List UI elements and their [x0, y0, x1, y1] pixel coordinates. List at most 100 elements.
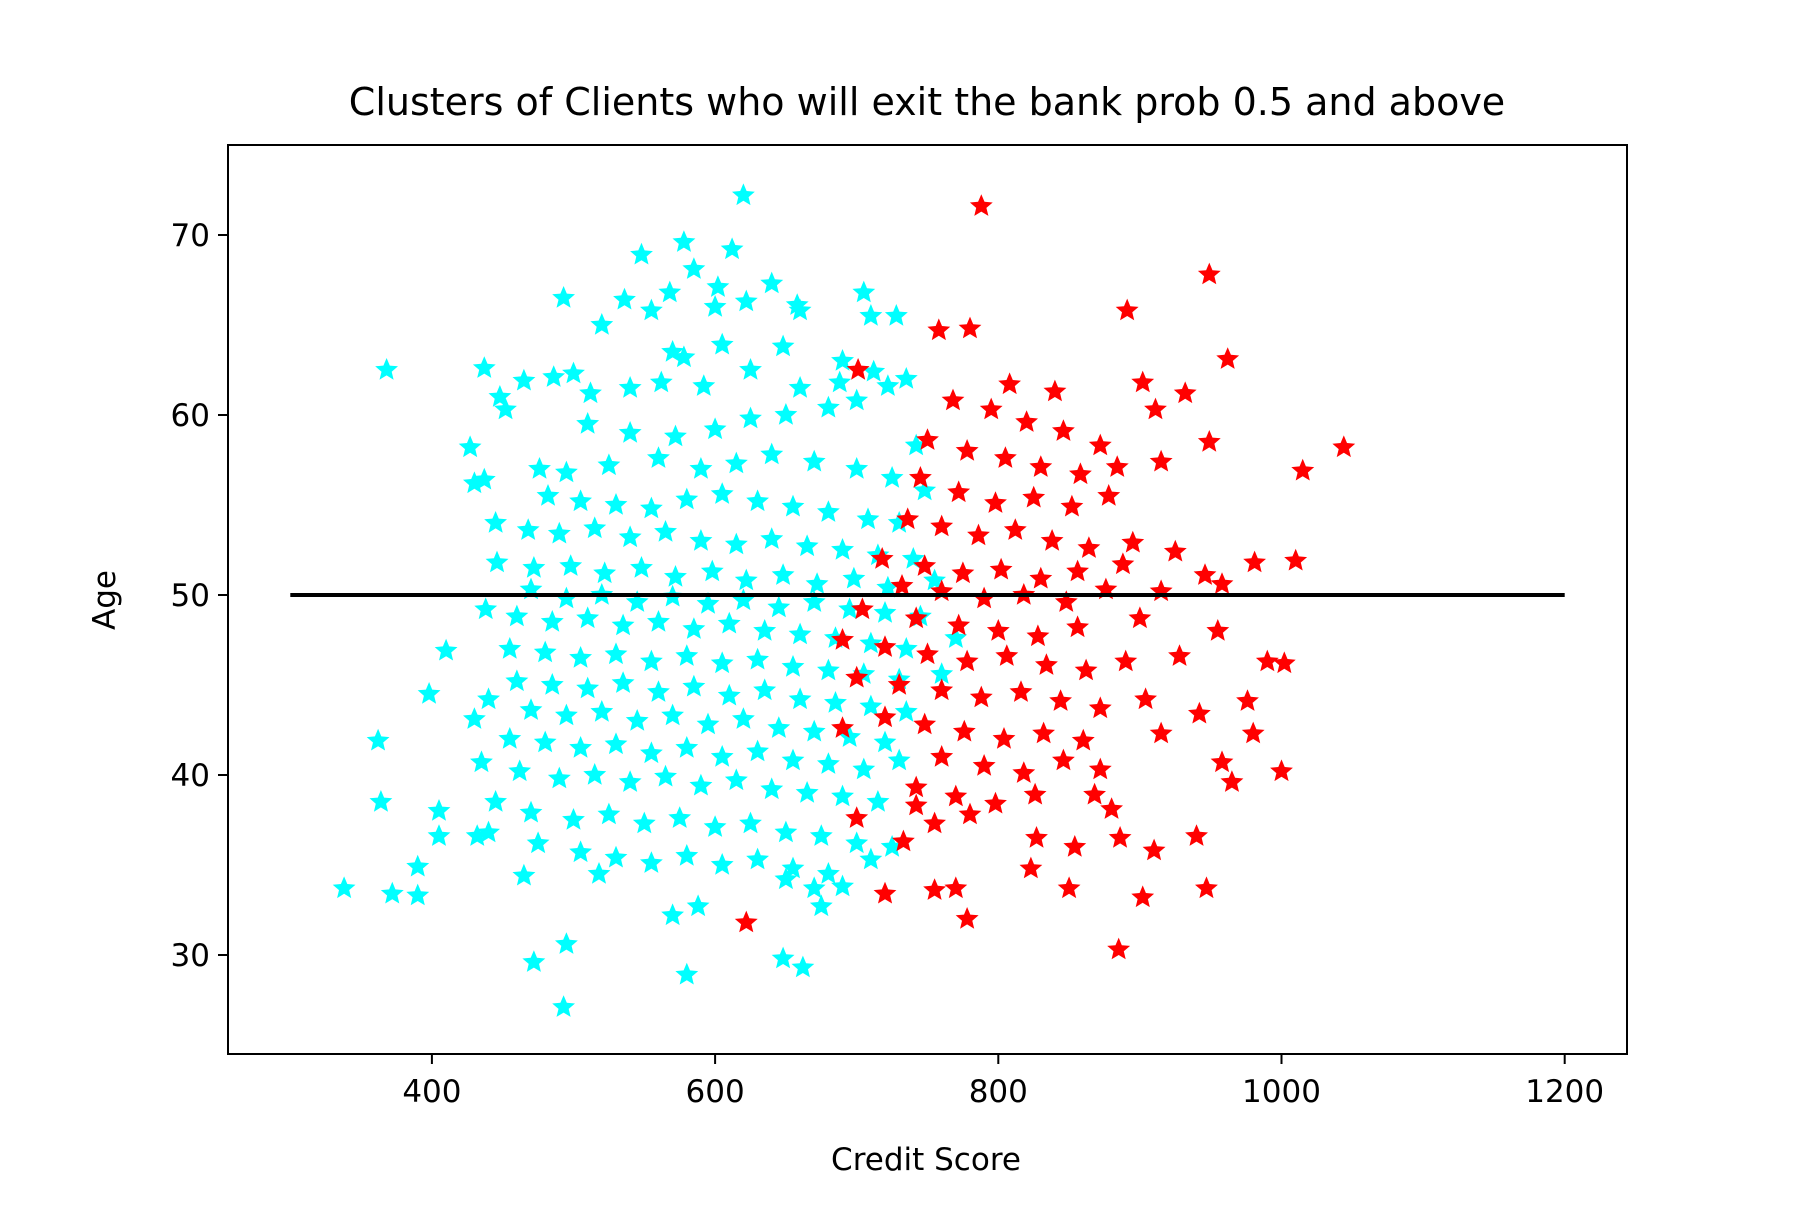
data-point-series-1: [852, 757, 876, 780]
data-point-series-1: [569, 489, 592, 512]
data-point-series-1: [604, 642, 628, 665]
data-point-series-1: [887, 511, 911, 533]
data-point-series-1: [540, 610, 564, 632]
data-point-series-2: [969, 685, 993, 708]
x-tick-label: 1000: [1242, 1074, 1321, 1110]
data-point-series-2: [992, 727, 1016, 749]
data-point-series-1: [771, 946, 795, 969]
data-point-series-1: [689, 529, 713, 551]
data-point-series-1: [618, 525, 642, 548]
data-point-series-2: [1066, 615, 1089, 638]
data-point-series-1: [739, 358, 762, 380]
data-point-series-1: [746, 847, 769, 870]
data-point-series-1: [859, 631, 883, 654]
data-point-series-1: [533, 730, 557, 753]
data-point-series-1: [675, 962, 699, 985]
data-point-series-1: [625, 590, 649, 612]
data-point-series-2: [930, 514, 954, 537]
data-point-series-2: [873, 635, 897, 657]
data-point-series-1: [802, 590, 826, 612]
data-point-series-1: [781, 655, 805, 677]
data-point-series-1: [552, 995, 575, 1017]
data-point-series-1: [630, 242, 653, 265]
data-point-series-1: [717, 611, 741, 634]
data-point-series-2: [1114, 649, 1138, 672]
data-point-series-1: [604, 732, 628, 755]
data-point-series-1: [876, 374, 900, 396]
data-point-series-1: [498, 637, 522, 659]
data-point-series-1: [590, 700, 614, 722]
data-point-series-2: [1105, 455, 1129, 477]
data-point-series-1: [802, 449, 826, 472]
data-point-series-1: [774, 820, 798, 843]
data-point-series-1: [526, 831, 550, 854]
data-point-series-2: [1023, 782, 1047, 805]
data-point-series-2: [1029, 455, 1053, 477]
data-point-series-2: [1185, 824, 1208, 846]
data-point-series-2: [930, 745, 954, 767]
data-point-series-2: [1054, 590, 1078, 612]
data-point-series-1: [710, 651, 734, 674]
data-point-series-1: [613, 287, 636, 310]
data-point-series-1: [717, 683, 741, 706]
data-point-series-1: [859, 694, 883, 717]
data-point-series-1: [706, 275, 730, 297]
data-point-series-1: [658, 280, 682, 303]
data-point-series-1: [692, 374, 716, 396]
data-point-series-1: [474, 597, 498, 620]
data-point-series-1: [805, 572, 829, 594]
data-point-series-2: [831, 716, 854, 738]
data-point-series-1: [795, 534, 819, 557]
data-point-series-1: [604, 493, 628, 515]
data-point-series-1: [944, 626, 968, 648]
data-point-series-2: [1026, 624, 1050, 647]
data-point-series-2: [1272, 651, 1296, 674]
data-point-series-1: [760, 271, 784, 294]
data-point-series-1: [552, 286, 575, 308]
y-axis-label: Age: [87, 570, 123, 630]
data-point-series-1: [618, 421, 642, 443]
data-point-series-1: [913, 478, 937, 501]
data-point-series-1: [555, 703, 578, 726]
data-point-series-1: [583, 763, 607, 785]
data-point-series-1: [809, 824, 833, 846]
data-point-series-1: [781, 494, 805, 517]
data-point-series-2: [1168, 644, 1191, 666]
data-point-series-1: [887, 748, 911, 771]
data-point-series-2: [1077, 536, 1101, 558]
data-point-series-1: [647, 610, 670, 632]
data-point-series-2: [1071, 728, 1095, 751]
data-point-series-1: [579, 381, 602, 404]
data-point-series-1: [640, 496, 663, 519]
data-point-series-1: [540, 673, 564, 695]
data-point-series-1: [689, 773, 713, 796]
data-point-series-2: [913, 554, 937, 576]
data-point-series-2: [1144, 397, 1167, 420]
data-point-series-2: [969, 194, 993, 216]
data-point-series-1: [732, 183, 755, 206]
data-point-series-2: [923, 811, 946, 834]
data-point-series-2: [892, 829, 915, 852]
data-point-series-1: [696, 592, 720, 614]
data-point-series-1: [519, 698, 543, 720]
data-point-series-1: [894, 637, 918, 659]
data-point-series-2: [1088, 433, 1112, 456]
data-point-series-1: [682, 617, 706, 639]
data-point-series-1: [597, 453, 621, 476]
data-point-series-1: [746, 489, 769, 512]
data-point-series-1: [760, 442, 784, 465]
data-point-series-2: [831, 628, 854, 650]
data-point-series-1: [555, 586, 578, 609]
data-point-series-1: [647, 446, 670, 468]
data-point-series-2: [1149, 449, 1173, 472]
data-point-series-2: [1134, 687, 1157, 710]
data-point-series-1: [817, 395, 840, 418]
data-point-series-2: [967, 523, 990, 546]
data-point-series-1: [852, 280, 876, 303]
data-point-series-1: [710, 482, 734, 504]
data-point-series-2: [941, 388, 965, 411]
data-point-series-1: [555, 932, 578, 954]
data-point-series-2: [1270, 759, 1293, 782]
data-point-series-1: [470, 750, 493, 773]
